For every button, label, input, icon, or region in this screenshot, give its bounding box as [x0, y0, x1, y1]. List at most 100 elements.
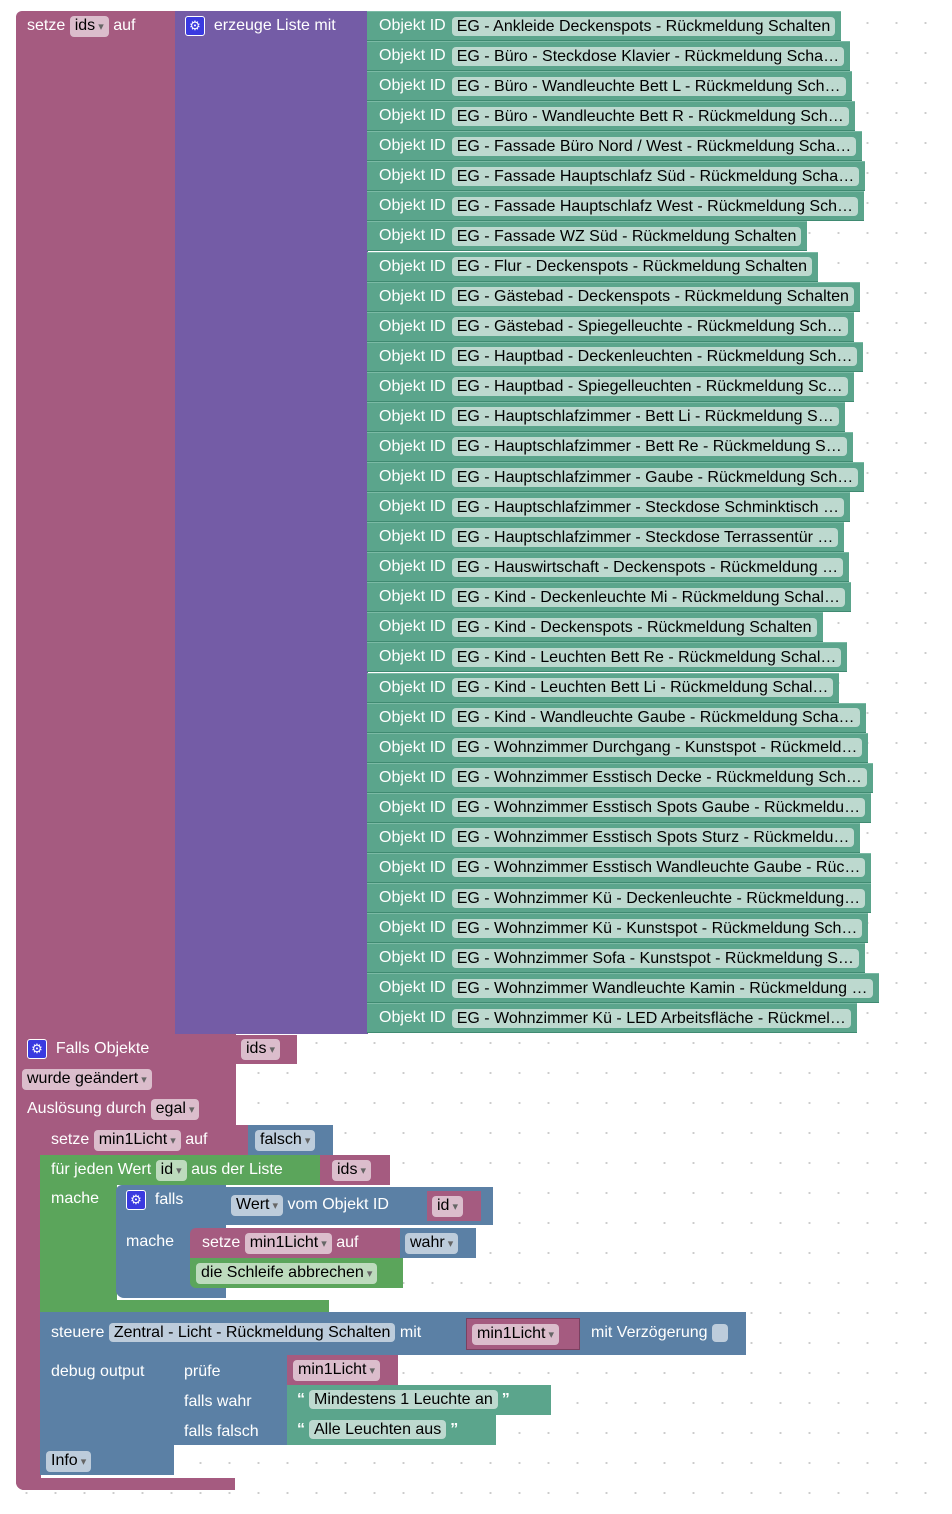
object-id-field[interactable]: EG - Kind - Leuchten Bett Li - Rückmeldu… [451, 678, 834, 698]
create-list-block[interactable]: ⚙ erzeuge Liste mit [175, 11, 368, 1034]
object-id-block[interactable]: Objekt ID EG - Fassade WZ Süd - Rückmeldu… [367, 221, 808, 252]
object-id-block[interactable]: Objekt ID EG - Büro - Wandleuchte Bett R … [367, 101, 855, 132]
object-id-field[interactable]: EG - Kind - Wandleuchte Gaube - Rückmeld… [451, 708, 860, 728]
object-id-field[interactable]: EG - Wohnzimmer Sofa - Kunstspot - Rückm… [451, 948, 859, 968]
ids-dropdown[interactable]: ids [241, 1039, 281, 1060]
text-field[interactable]: Alle Leuchten aus [309, 1420, 447, 1439]
min1licht-check-block[interactable]: min1Licht [287, 1355, 398, 1385]
object-id-block[interactable]: Objekt ID EG - Wohnzimmer Esstisch Decke … [367, 762, 873, 793]
object-id-field[interactable]: EG - Büro - Wandleuchte Bett L - Rückmel… [451, 76, 846, 96]
object-id-field[interactable]: EG - Wohnzimmer Esstisch Decke - Rückmel… [451, 768, 867, 788]
object-id-field[interactable]: EG - Fassade Hauptschlafz West - Rückmel… [451, 196, 858, 216]
object-id-field[interactable]: EG - Kind - Deckenspots - Rückmeldung Sc… [451, 617, 817, 637]
ternary-block[interactable]: prüfe falls wahr falls falsch [173, 1355, 288, 1445]
object-id-block[interactable]: Objekt ID EG - Wohnzimmer Esstisch Wandle… [367, 852, 872, 883]
variable-dropdown[interactable]: min1Licht [472, 1324, 560, 1345]
property-dropdown[interactable]: Wert [231, 1195, 284, 1216]
object-id-block[interactable]: Objekt ID EG - Hauptschlafzimmer - Bett R… [367, 431, 853, 462]
gear-icon[interactable]: ⚙ [27, 1039, 47, 1059]
object-id-field[interactable]: EG - Fassade Hauptschlafz Süd - Rückmeld… [451, 166, 860, 186]
object-id-field[interactable]: EG - Wohnzimmer Esstisch Spots Gaube - R… [451, 798, 866, 818]
text-field[interactable]: Mindestens 1 Leuchte an [309, 1390, 498, 1409]
id-variable-block[interactable]: id [427, 1191, 481, 1221]
object-id-block[interactable]: Objekt ID EG - Hauptschlafzimmer - Steckd… [367, 492, 851, 523]
set-min1licht-true-block[interactable]: setze min1Licht auf [190, 1228, 401, 1258]
min1licht-value-block[interactable]: min1Licht [466, 1318, 580, 1350]
object-id-field[interactable]: EG - Hauptschlafzimmer - Steckdose Terra… [451, 527, 839, 547]
object-id-field[interactable]: EG - Ankleide Deckenspots - Rückmeldung … [451, 16, 836, 36]
object-id-block[interactable]: Objekt ID EG - Fassade Büro Nord / West -… [367, 131, 863, 162]
ids-dropdown[interactable]: ids [332, 1160, 372, 1181]
object-id-field[interactable]: EG - Wohnzimmer Esstisch Wandleuchte Gau… [451, 858, 866, 878]
object-id-block[interactable]: Objekt ID EG - Wohnzimmer Durchgang - Kun… [367, 732, 869, 763]
event-dropdown[interactable]: wurde geändert [22, 1069, 152, 1090]
object-id-field[interactable]: EG - Wohnzimmer Esstisch Spots Sturz - R… [451, 828, 855, 848]
object-id-field[interactable]: EG - Wohnzimmer Durchgang - Kunstspot - … [451, 738, 863, 758]
variable-dropdown[interactable]: min1Licht [293, 1360, 381, 1381]
object-id-field[interactable]: EG - Hauptschlafzimmer - Gaube - Rückmel… [451, 467, 859, 487]
false-text-block[interactable]: “Alle Leuchten aus” [287, 1415, 496, 1445]
object-id-field[interactable]: EG - Wohnzimmer Kü - Deckenleuchte - Rüc… [451, 888, 866, 908]
object-id-field[interactable]: EG - Wohnzimmer Kü - Kunstspot - Rückmel… [451, 918, 863, 938]
object-id-block[interactable]: Objekt ID EG - Fassade Hauptschlafz West … [367, 191, 864, 222]
break-loop-block[interactable]: die Schleife abbrechen [190, 1258, 403, 1288]
object-id-block[interactable]: Objekt ID EG - Hauptschlafzimmer - Bett L… [367, 401, 845, 432]
trigger-block[interactable]: ⚙ Falls Objekte wurde geändert Auslösung… [16, 1034, 236, 1125]
object-id-block[interactable]: Objekt ID EG - Wohnzimmer Esstisch Spots … [367, 822, 861, 853]
object-id-field[interactable]: EG - Gästebad - Deckenspots - Rückmeldun… [451, 287, 854, 307]
object-id-block[interactable]: Objekt ID EG - Gästebad - Spiegelleuchte … [367, 311, 854, 342]
boolean-true-block[interactable]: wahr [400, 1228, 476, 1258]
boolean-false-block[interactable]: falsch [248, 1125, 333, 1155]
object-id-block[interactable]: Objekt ID EG - Hauswirtschaft - Deckenspo… [367, 552, 850, 583]
variable-dropdown[interactable]: min1Licht [93, 1130, 181, 1151]
object-id-block[interactable]: Objekt ID EG - Ankleide Deckenspots - Rüc… [367, 11, 842, 41]
set-variable-block[interactable]: setze ids auf [16, 11, 176, 1034]
object-id-block[interactable]: Objekt ID EG - Hauptschlafzimmer - Steckd… [367, 522, 845, 553]
object-id-field[interactable]: Zentral - Licht - Rückmeldung Schalten [108, 1323, 396, 1342]
control-block[interactable]: steuere Zentral - Licht - Rückmeldung Sc… [40, 1312, 746, 1355]
object-id-field[interactable]: EG - Wohnzimmer Kü - LED Arbeitsfläche -… [451, 1008, 851, 1028]
id-dropdown[interactable]: id [432, 1196, 464, 1217]
object-id-block[interactable]: Objekt ID EG - Gästebad - Deckenspots - R… [367, 281, 860, 312]
object-id-field[interactable]: EG - Flur - Deckenspots - Rückmeldung Sc… [451, 257, 813, 277]
object-id-block[interactable]: Objekt ID EG - Kind - Leuchten Bett Re - … [367, 642, 848, 673]
true-text-block[interactable]: “Mindestens 1 Leuchte an” [287, 1385, 551, 1415]
loop-variable-dropdown[interactable]: id [155, 1160, 187, 1181]
gear-icon[interactable]: ⚙ [185, 16, 205, 36]
object-id-field[interactable]: EG - Gästebad - Spiegelleuchte - Rückmel… [451, 317, 848, 337]
object-id-block[interactable]: Objekt ID EG - Wohnzimmer Esstisch Spots … [367, 792, 872, 823]
object-id-field[interactable]: EG - Hauptbad - Deckenleuchten - Rückmel… [451, 347, 858, 367]
debug-output-block[interactable]: debug output Info [40, 1355, 174, 1475]
boolean-dropdown[interactable]: falsch [255, 1130, 316, 1151]
object-id-block[interactable]: Objekt ID EG - Kind - Leuchten Bett Li - … [367, 672, 840, 703]
trigger-by-dropdown[interactable]: egal [150, 1099, 200, 1120]
object-id-field[interactable]: EG - Fassade Büro Nord / West - Rückmeld… [451, 136, 857, 156]
object-id-block[interactable]: Objekt ID EG - Wohnzimmer Sofa - Kunstspo… [367, 943, 865, 974]
gear-icon[interactable]: ⚙ [126, 1190, 146, 1210]
object-id-field[interactable]: EG - Hauptschlafzimmer - Steckdose Schmi… [451, 497, 845, 517]
object-id-field[interactable]: EG - Kind - Deckenleuchte Mi - Rückmeldu… [451, 587, 845, 607]
ids-list-variable[interactable]: ids [320, 1155, 390, 1185]
object-id-block[interactable]: Objekt ID EG - Kind - Deckenspots - Rückm… [367, 612, 823, 643]
object-id-block[interactable]: Objekt ID EG - Hauptbad - Spiegelleuchten… [367, 371, 854, 402]
object-id-field[interactable]: EG - Büro - Wandleuchte Bett R - Rückmel… [451, 106, 849, 126]
object-id-block[interactable]: Objekt ID EG - Fassade Hauptschlafz Süd -… [367, 161, 866, 192]
object-id-field[interactable]: EG - Fassade WZ Süd - Rückmeldung Schalt… [451, 226, 802, 246]
object-id-block[interactable]: Objekt ID EG - Wohnzimmer Kü - Deckenleuc… [367, 883, 872, 914]
boolean-dropdown[interactable]: wahr [405, 1233, 459, 1254]
object-id-field[interactable]: EG - Wohnzimmer Wandleuchte Kamin - Rück… [451, 978, 873, 998]
object-id-block[interactable]: Objekt ID EG - Büro - Wandleuchte Bett L … [367, 71, 852, 102]
foreach-block[interactable]: für jeden Wert id aus der Liste [40, 1155, 321, 1185]
log-level-dropdown[interactable]: Info [46, 1451, 92, 1472]
object-id-block[interactable]: Objekt ID EG - Hauptschlafzimmer - Gaube … [367, 462, 865, 493]
object-id-block[interactable]: Objekt ID EG - Wohnzimmer Wandleuchte Kam… [367, 973, 879, 1004]
object-id-block[interactable]: Objekt ID EG - Wohnzimmer Kü - Kunstspot … [367, 913, 869, 944]
object-id-block[interactable]: Objekt ID EG - Büro - Steckdose Klavier -… [367, 41, 851, 72]
object-id-field[interactable]: EG - Kind - Leuchten Bett Re - Rückmeldu… [451, 647, 842, 667]
object-id-block[interactable]: Objekt ID EG - Kind - Deckenleuchte Mi - … [367, 582, 851, 613]
variable-dropdown[interactable]: min1Licht [244, 1233, 332, 1254]
object-id-block[interactable]: Objekt ID EG - Flur - Deckenspots - Rückm… [367, 251, 819, 282]
break-dropdown[interactable]: die Schleife abbrechen [196, 1263, 378, 1284]
object-id-block[interactable]: Objekt ID EG - Kind - Wandleuchte Gaube -… [367, 702, 866, 733]
object-id-field[interactable]: EG - Hauptbad - Spiegelleuchten - Rückme… [451, 377, 848, 397]
